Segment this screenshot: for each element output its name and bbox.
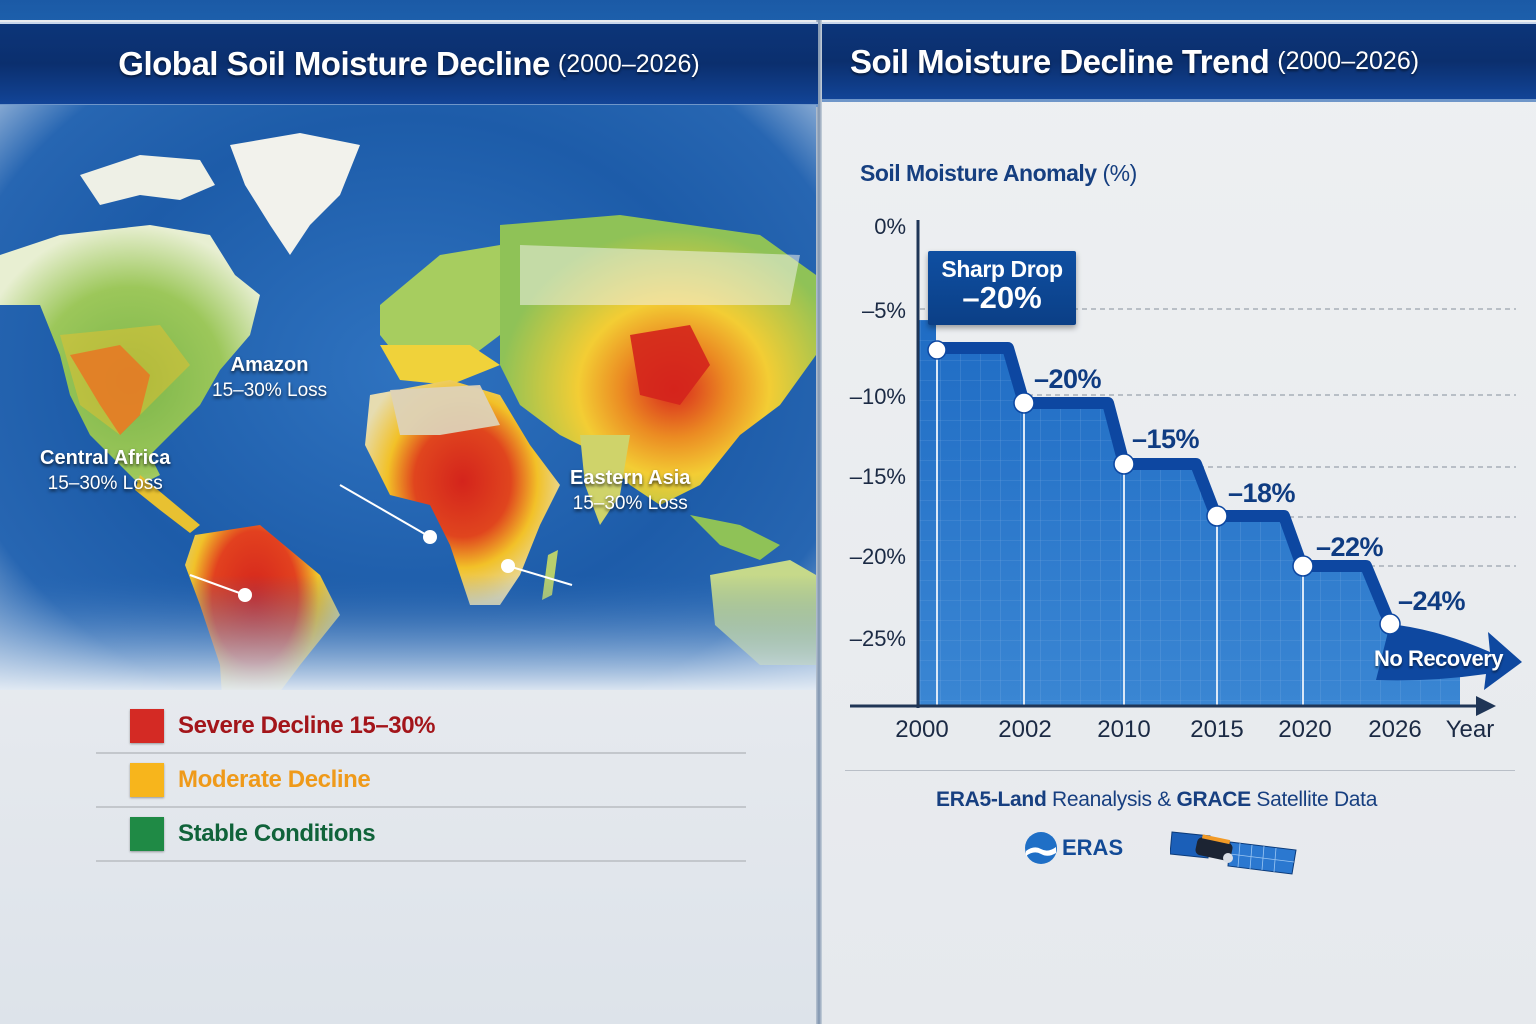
map-label-amazon: Amazon 15–30% Loss bbox=[212, 352, 327, 404]
point-label: –20% bbox=[1034, 364, 1102, 394]
y-tick: –10% bbox=[849, 384, 906, 409]
legend-label-severe: Severe Decline 15–30% bbox=[178, 712, 436, 739]
map-label-central-africa: Central Africa 15–30% Loss bbox=[40, 445, 170, 497]
panel-divider bbox=[816, 20, 822, 1024]
stable-swatch-icon bbox=[130, 817, 164, 851]
source-text: Reanalysis & bbox=[1046, 788, 1177, 811]
moderate-swatch-icon bbox=[130, 763, 164, 797]
y-tick: –20% bbox=[849, 544, 906, 569]
x-tick: 2026 bbox=[1368, 716, 1422, 743]
top-strip bbox=[0, 0, 1536, 20]
map-title-range: (2000–2026) bbox=[557, 49, 700, 78]
y-tick: –5% bbox=[861, 298, 906, 323]
chart-title-bar: Soil Moisture Decline Trend (2000–2026) bbox=[822, 22, 1536, 102]
callout-value: –20% bbox=[962, 280, 1042, 315]
legend-item-severe: Severe Decline 15–30% bbox=[96, 700, 746, 754]
chart-title: Soil Moisture Decline Trend bbox=[850, 42, 1270, 80]
y-axis-title-text: Soil Moisture Anomaly bbox=[860, 160, 1097, 186]
point-label: –24% bbox=[1398, 586, 1466, 616]
y-tick: 0% bbox=[874, 214, 906, 239]
map-label-central-africa-name: Central Africa bbox=[40, 447, 171, 469]
x-axis-title: Year bbox=[1445, 716, 1495, 743]
map-label-amazon-value: 15–30% Loss bbox=[212, 380, 328, 401]
source-grace: GRACE bbox=[1176, 788, 1252, 811]
x-tick: 2000 bbox=[895, 716, 949, 743]
eras-logo: ERAS bbox=[1024, 831, 1123, 865]
point-label: –18% bbox=[1228, 478, 1296, 508]
eras-logo-text: ERAS bbox=[1062, 835, 1124, 860]
map-legend: Severe Decline 15–30% Moderate Decline S… bbox=[96, 700, 746, 862]
x-tick: 2002 bbox=[998, 716, 1052, 743]
x-tick: 2010 bbox=[1097, 716, 1151, 743]
world-map: Amazon 15–30% Loss Central Africa 15–30%… bbox=[0, 105, 816, 690]
map-label-eastern-asia-value: 15–30% Loss bbox=[572, 493, 688, 514]
legend-item-stable: Stable Conditions bbox=[96, 808, 746, 862]
y-tick: –25% bbox=[849, 626, 906, 651]
chart-title-range: (2000–2026) bbox=[1277, 47, 1420, 75]
x-tick: 2020 bbox=[1278, 716, 1332, 743]
sharp-drop-callout: Sharp Drop –20% bbox=[928, 251, 1076, 325]
y-axis-title: Soil Moisture Anomaly (%) bbox=[860, 160, 1137, 187]
y-axis-unit: (%) bbox=[1102, 160, 1137, 186]
data-source: ERA5-Land Reanalysis & GRACE Satellite D… bbox=[936, 788, 1377, 812]
y-tick: –15% bbox=[849, 464, 906, 489]
world-map-graphic bbox=[0, 133, 816, 690]
legend-label-moderate: Moderate Decline bbox=[178, 766, 371, 793]
map-label-eastern-asia: Eastern Asia 15–30% Loss bbox=[570, 465, 690, 517]
trend-chart bbox=[850, 220, 1522, 716]
legend-item-moderate: Moderate Decline bbox=[96, 754, 746, 808]
source-text-end: Satellite Data bbox=[1250, 788, 1378, 811]
map-title: Global Soil Moisture Decline bbox=[118, 45, 550, 82]
callout-title: Sharp Drop bbox=[941, 256, 1063, 282]
map-label-amazon-name: Amazon bbox=[230, 354, 309, 376]
legend-label-stable: Stable Conditions bbox=[178, 820, 376, 847]
map-label-central-africa-value: 15–30% Loss bbox=[47, 473, 163, 494]
map-title-bar: Global Soil Moisture Decline (2000–2026) bbox=[0, 22, 818, 107]
point-label: –22% bbox=[1316, 532, 1384, 562]
eras-globe-icon bbox=[1025, 832, 1057, 864]
x-tick: 2015 bbox=[1190, 716, 1244, 743]
point-label: –15% bbox=[1132, 424, 1200, 454]
satellite-icon bbox=[1170, 831, 1297, 875]
source-era5: ERA5-Land bbox=[936, 788, 1047, 811]
source-divider bbox=[845, 770, 1515, 771]
severe-swatch-icon bbox=[130, 709, 164, 743]
no-recovery-label: No Recovery bbox=[1374, 646, 1504, 671]
map-label-eastern-asia-name: Eastern Asia bbox=[570, 467, 691, 489]
